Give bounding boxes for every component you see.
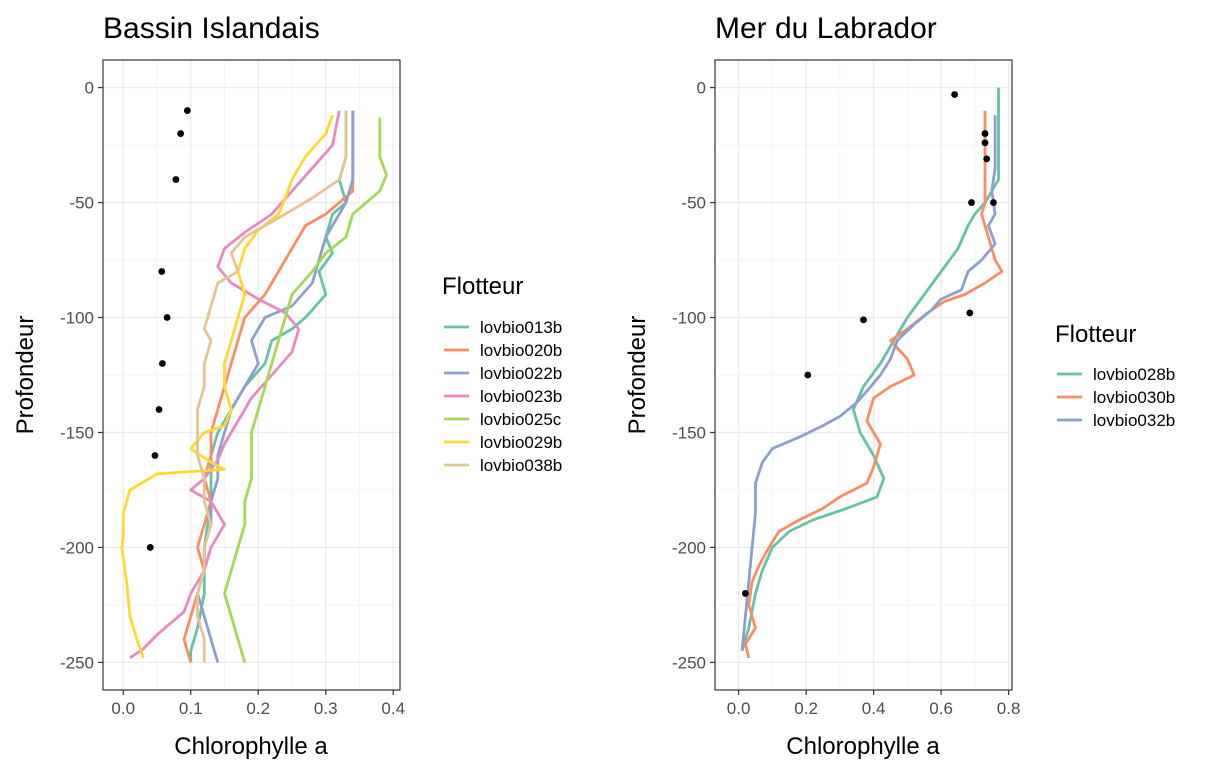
series-group <box>120 110 388 663</box>
observation-point <box>983 155 991 163</box>
legend-label: lovbio013b <box>480 318 562 337</box>
y-tick-label: -250 <box>672 653 706 672</box>
panel-mer-du-labrador: 0.0 0.2 0.4 0.6 0.8 0 -50 -100 -150 -200 -250 Mer d… <box>624 12 1175 760</box>
legend-title: Flotteur <box>1055 321 1136 348</box>
observation-point <box>968 199 975 206</box>
series-line-lovbio029b <box>120 114 334 659</box>
x-tick-label: 0.0 <box>111 699 135 718</box>
legend-label: lovbio025c <box>480 410 562 429</box>
legend-item-lovbio028b: lovbio028b <box>1057 365 1175 384</box>
x-tick-label: 0.1 <box>179 699 203 718</box>
legend-item-lovbio032b: lovbio032b <box>1057 411 1175 430</box>
y-tick-label: -250 <box>60 653 94 672</box>
x-tick-label: 0.4 <box>862 699 886 718</box>
y-tick-label: 0 <box>85 79 94 98</box>
observation-point <box>158 268 166 275</box>
legend-label: lovbio020b <box>480 341 562 360</box>
series-group <box>740 87 1004 659</box>
y-tick-label: -100 <box>672 309 706 328</box>
observation-points <box>146 107 191 551</box>
series-line-lovbio032b <box>740 115 997 652</box>
legend-label: lovbio029b <box>480 433 562 452</box>
observation-point <box>981 139 989 147</box>
legend-label: lovbio032b <box>1093 411 1175 430</box>
legend-label: lovbio028b <box>1093 365 1175 384</box>
chart-title: Mer du Labrador <box>715 12 937 45</box>
grid <box>103 60 400 690</box>
observation-point <box>804 371 812 379</box>
observation-point <box>172 176 180 183</box>
observation-points <box>741 91 997 597</box>
y-tick-label: -200 <box>672 538 706 557</box>
x-axis-title: Chlorophylle a <box>174 733 328 760</box>
x-tick-label: 0.2 <box>246 699 270 718</box>
observation-point <box>151 452 159 459</box>
y-tick-label: -100 <box>60 309 94 328</box>
observation-point <box>981 130 989 137</box>
observation-point <box>146 544 154 551</box>
panel-bassin-islandais: 0.0 0.1 0.2 0.3 0.4 0 -50 -100 -150 -200 -250 Bassi… <box>12 12 562 760</box>
y-tick-label: -50 <box>69 194 94 213</box>
observation-point <box>163 314 171 321</box>
y-tick-label: -200 <box>60 538 94 557</box>
legend-item-lovbio025c: lovbio025c <box>444 410 562 429</box>
x-tick-label: 0.0 <box>727 699 751 718</box>
panel-border <box>714 59 1013 691</box>
y-tick-label: -150 <box>672 423 706 442</box>
y-tick-label: 0 <box>697 79 706 98</box>
x-tick-label: 0.2 <box>794 699 818 718</box>
series-line-lovbio025c <box>223 117 388 663</box>
observation-point <box>860 316 867 324</box>
chart-title: Bassin Islandais <box>103 12 320 45</box>
legend: Flotteur lovbio028b lovbio030b lovbio032b <box>1055 321 1175 430</box>
legend-label: lovbio038b <box>480 456 562 475</box>
observation-point <box>155 406 163 413</box>
observation-point <box>741 590 749 597</box>
y-tick-label: -150 <box>60 423 94 442</box>
series-line-lovbio028b <box>740 87 1000 652</box>
legend-title: Flotteur <box>442 273 523 300</box>
x-tick-label: 0.3 <box>314 699 338 718</box>
legend-item-lovbio030b: lovbio030b <box>1057 388 1175 407</box>
panel-border <box>102 59 401 691</box>
legend-item-lovbio013b: lovbio013b <box>444 318 562 337</box>
legend-item-lovbio023b: lovbio023b <box>444 387 562 406</box>
legend-item-lovbio020b: lovbio020b <box>444 341 562 360</box>
x-tick-label: 0.4 <box>381 699 405 718</box>
y-tick-label: -50 <box>681 194 706 213</box>
observation-point <box>951 91 959 98</box>
series-line-lovbio030b <box>744 110 1004 659</box>
legend-label: lovbio023b <box>480 387 562 406</box>
legend-label: lovbio022b <box>480 364 562 383</box>
series-line-lovbio023b <box>129 110 341 659</box>
legend: Flotteur lovbio013b lovbio020b lovbio022b lo… <box>442 273 562 475</box>
legend-item-lovbio022b: lovbio022b <box>444 364 562 383</box>
x-tick-label: 0.8 <box>997 699 1021 718</box>
observation-point <box>990 199 997 206</box>
legend-item-lovbio029b: lovbio029b <box>444 433 562 452</box>
y-axis-title: Profondeur <box>12 316 39 435</box>
y-axis-title: Profondeur <box>624 316 651 435</box>
observation-point <box>159 360 166 367</box>
legend-label: lovbio030b <box>1093 388 1175 407</box>
x-axis-title: Chlorophylle a <box>786 733 940 760</box>
observation-point <box>183 107 191 114</box>
observation-point <box>177 130 185 137</box>
observation-point <box>966 309 974 317</box>
series-line-lovbio038b <box>196 110 348 663</box>
legend-item-lovbio038b: lovbio038b <box>444 456 562 475</box>
x-tick-label: 0.6 <box>929 699 953 718</box>
